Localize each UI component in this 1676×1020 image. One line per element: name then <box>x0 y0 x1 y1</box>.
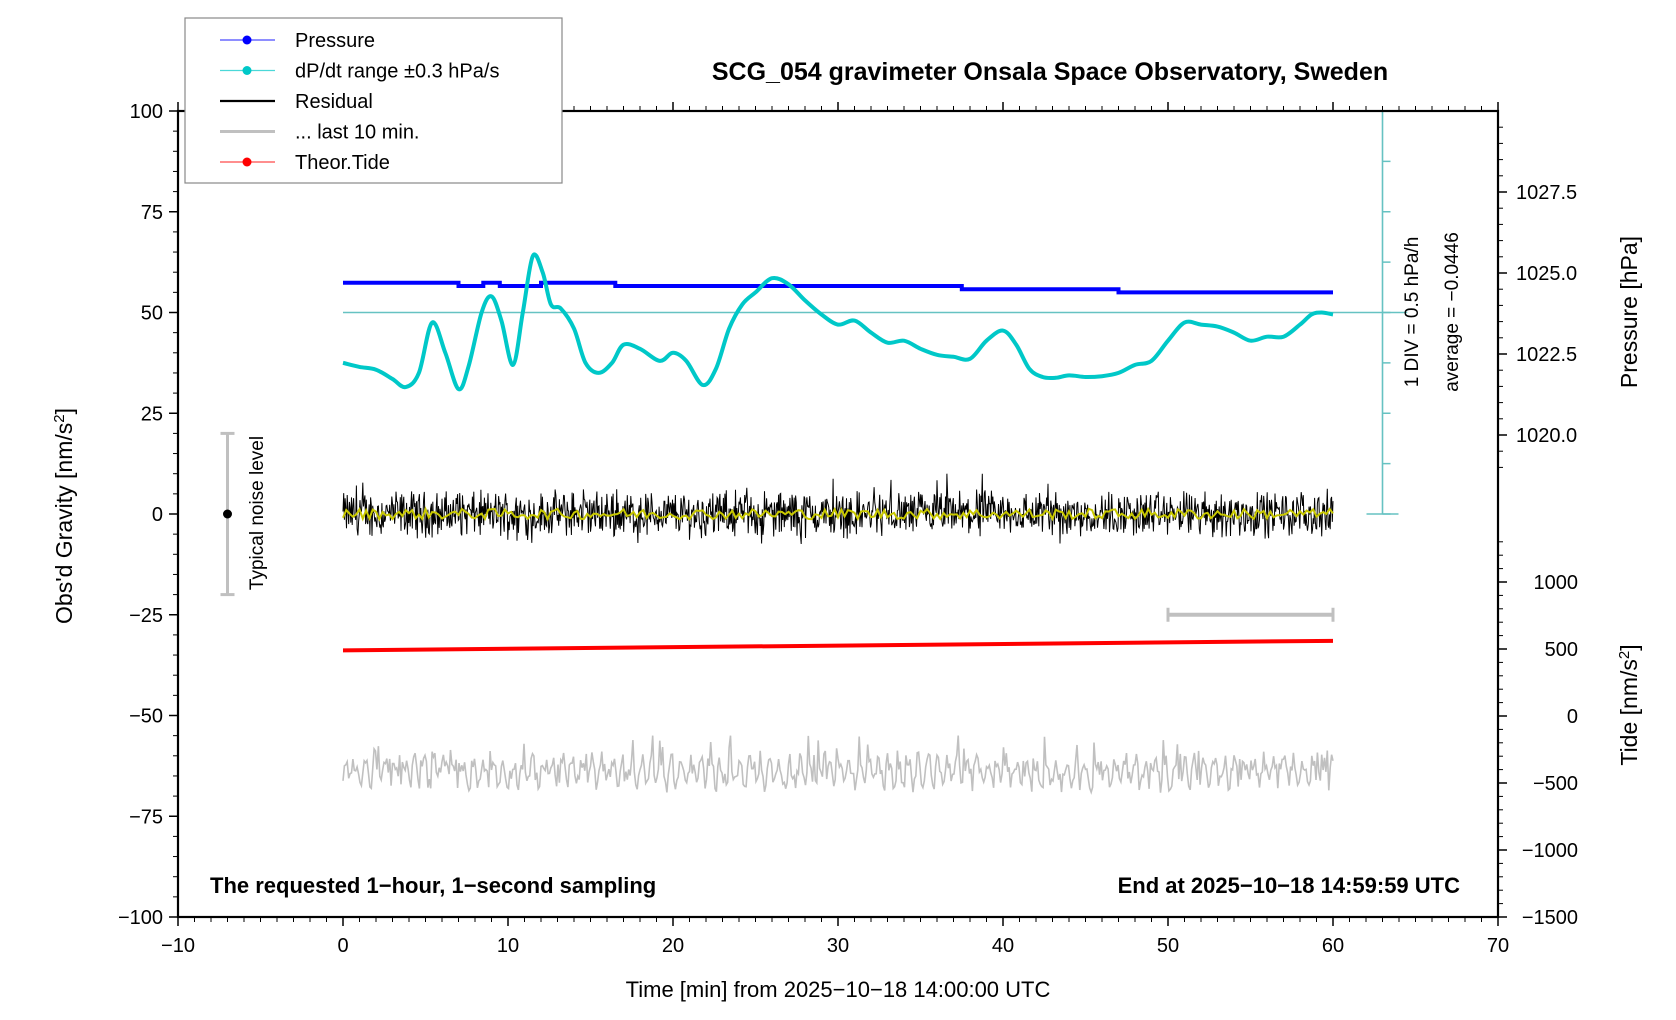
y-tick-label: −25 <box>129 605 163 627</box>
y-axis-label-left: Obs'd Gravity [nm/s2] <box>51 408 78 624</box>
legend-entry: Pressure <box>220 30 375 52</box>
pressure-tick-label: 1027.5 <box>1516 182 1577 204</box>
x-tick-label: 60 <box>1322 935 1344 957</box>
x-tick-label: 10 <box>497 935 519 957</box>
legend-entry: ... last 10 min. <box>220 122 420 144</box>
x-tick-label: 20 <box>662 935 684 957</box>
x-tick-label: 50 <box>1157 935 1179 957</box>
tide-line <box>342 638 1334 653</box>
tide-tick-label: −1000 <box>1522 840 1578 862</box>
legend-dot-icon <box>242 35 252 45</box>
y-tick-label: −75 <box>129 806 163 828</box>
pressure-tick-label: 1020.0 <box>1516 425 1577 447</box>
x-tick-label: −10 <box>161 935 195 957</box>
tide-tick-label: 1000 <box>1534 572 1579 594</box>
end-time-annotation: End at 2025−10−18 14:59:59 UTC <box>1118 873 1461 898</box>
noise-level-label: Typical noise level <box>247 436 268 590</box>
y-tick-label: 50 <box>141 303 163 325</box>
y-tick-label: 100 <box>130 101 163 123</box>
legend-label: dP/dt range ±0.3 hPa/s <box>295 61 499 83</box>
average-annotation: average = −0.0446 <box>1442 232 1463 392</box>
residual-smoothed-line <box>342 506 1334 522</box>
div-scale-annotation: 1 DIV = 0.5 hPa/h <box>1402 237 1423 388</box>
legend-label: Pressure <box>295 30 375 52</box>
sampling-annotation: The requested 1−hour, 1−second sampling <box>210 873 656 898</box>
x-tick-label: 30 <box>827 935 849 957</box>
y-tick-label: 75 <box>141 202 163 224</box>
axes: −10 0 10 20 30 40 50 60 701007550250−25−50−75−10… <box>118 101 1578 957</box>
y-axis-label-tide: Tide [nm/s2] <box>1616 644 1643 765</box>
x-tick-label: 70 <box>1487 935 1509 957</box>
y-tick-label: −100 <box>118 907 163 929</box>
x-tick-label: 40 <box>992 935 1014 957</box>
tide-tick-label: 0 <box>1567 706 1578 728</box>
tide-tick-label: −500 <box>1533 773 1578 795</box>
last10min-line <box>342 735 1334 795</box>
legend-entry: dP/dt range ±0.3 hPa/s <box>220 61 499 83</box>
legend-entry: Theor.Tide <box>220 152 390 174</box>
x-axis-label: Time [min] from 2025−10−18 14:00:00 UTC <box>626 977 1051 1002</box>
dpdt-line <box>342 252 1334 392</box>
noise-bar-center <box>223 509 232 519</box>
legend: Pressure dP/dt range ±0.3 hPa/s Residual..… <box>184 17 563 184</box>
pressure-tick-label: 1025.0 <box>1516 263 1577 285</box>
legend-dot-icon <box>242 66 252 75</box>
residual-line <box>342 473 1334 545</box>
y-axis-label-pressure: Pressure [hPa] <box>1616 236 1642 388</box>
pressure-line <box>343 280 1333 295</box>
y-tick-label: 0 <box>152 504 163 526</box>
legend-entry: Residual <box>220 91 373 113</box>
y-tick-label: −50 <box>129 706 163 728</box>
tide-tick-label: 500 <box>1545 639 1578 661</box>
x-tick-label: 0 <box>337 935 348 957</box>
legend-dot-icon <box>242 157 252 167</box>
legend-label: Theor.Tide <box>295 152 390 174</box>
y-tick-label: 25 <box>141 403 163 425</box>
tide-tick-label: −1500 <box>1522 907 1578 929</box>
pressure-tick-label: 1022.5 <box>1516 344 1577 366</box>
legend-label: ... last 10 min. <box>295 122 420 144</box>
legend-label: Residual <box>295 91 373 113</box>
chart-title: SCG_054 gravimeter Onsala Space Observat… <box>712 58 1388 86</box>
plot-area <box>220 110 1408 795</box>
